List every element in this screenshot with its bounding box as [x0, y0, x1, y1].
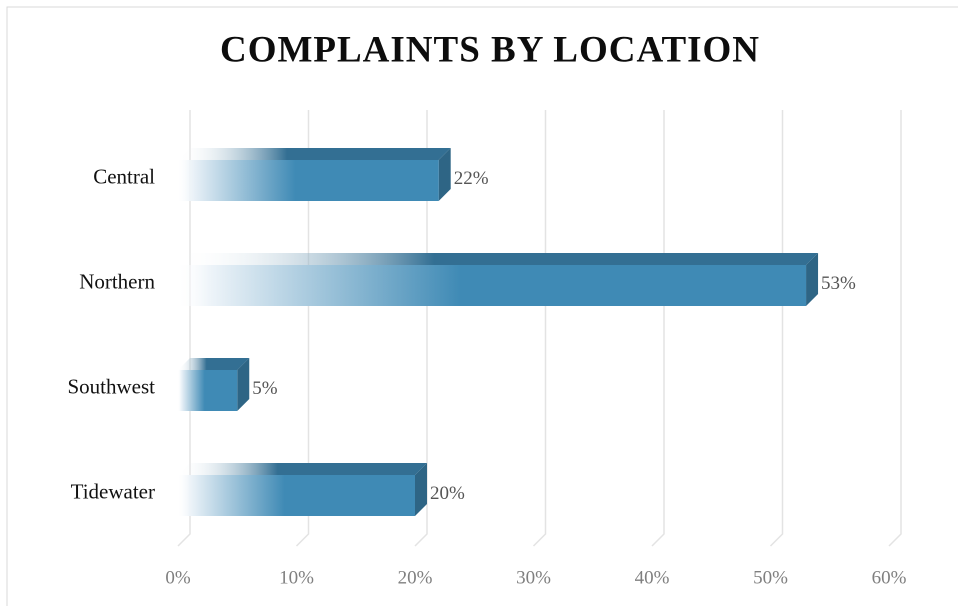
grid-line: [414, 110, 428, 547]
grid-line: [177, 110, 191, 547]
chart-frame: [6, 6, 958, 606]
bar: [178, 148, 451, 201]
bar-front: [178, 160, 439, 201]
grid-line: [532, 110, 547, 547]
value-label: 53%: [821, 273, 856, 294]
y-tick-label: Northern: [79, 269, 155, 293]
bar-side: [237, 358, 250, 411]
bar-side: [438, 148, 451, 201]
bar-front: [178, 265, 807, 306]
y-tick-label: Southwest: [67, 374, 155, 398]
grid-line: [888, 110, 902, 547]
x-tick-label: 30%: [516, 567, 551, 588]
bar: [178, 463, 427, 516]
x-tick-label: 60%: [872, 567, 907, 588]
value-label: 22%: [454, 168, 489, 189]
value-label: 20%: [430, 483, 465, 504]
bar-front: [178, 370, 238, 411]
x-tick-label: 50%: [753, 567, 788, 588]
y-tick-label: Tidewater: [71, 479, 155, 503]
x-tick-label: 40%: [635, 567, 670, 588]
x-tick-label: 10%: [279, 567, 314, 588]
bar: [178, 253, 819, 306]
grid-line: [651, 110, 665, 547]
bar: [178, 358, 250, 411]
value-label: 5%: [252, 378, 278, 399]
grid-line: [295, 110, 310, 547]
bar-top: [178, 253, 819, 265]
grid-line: [769, 110, 784, 547]
bar-top: [178, 463, 427, 475]
chart-title: COMPLAINTS BY LOCATION: [220, 29, 760, 70]
x-tick-label: 0%: [165, 567, 191, 588]
bar-side: [806, 253, 819, 306]
x-tick-label: 20%: [398, 567, 433, 588]
y-tick-label: Central: [93, 164, 155, 188]
bar-top: [178, 148, 451, 160]
bar-side: [415, 463, 427, 516]
bar-front: [178, 475, 415, 516]
bar-top: [178, 358, 250, 370]
